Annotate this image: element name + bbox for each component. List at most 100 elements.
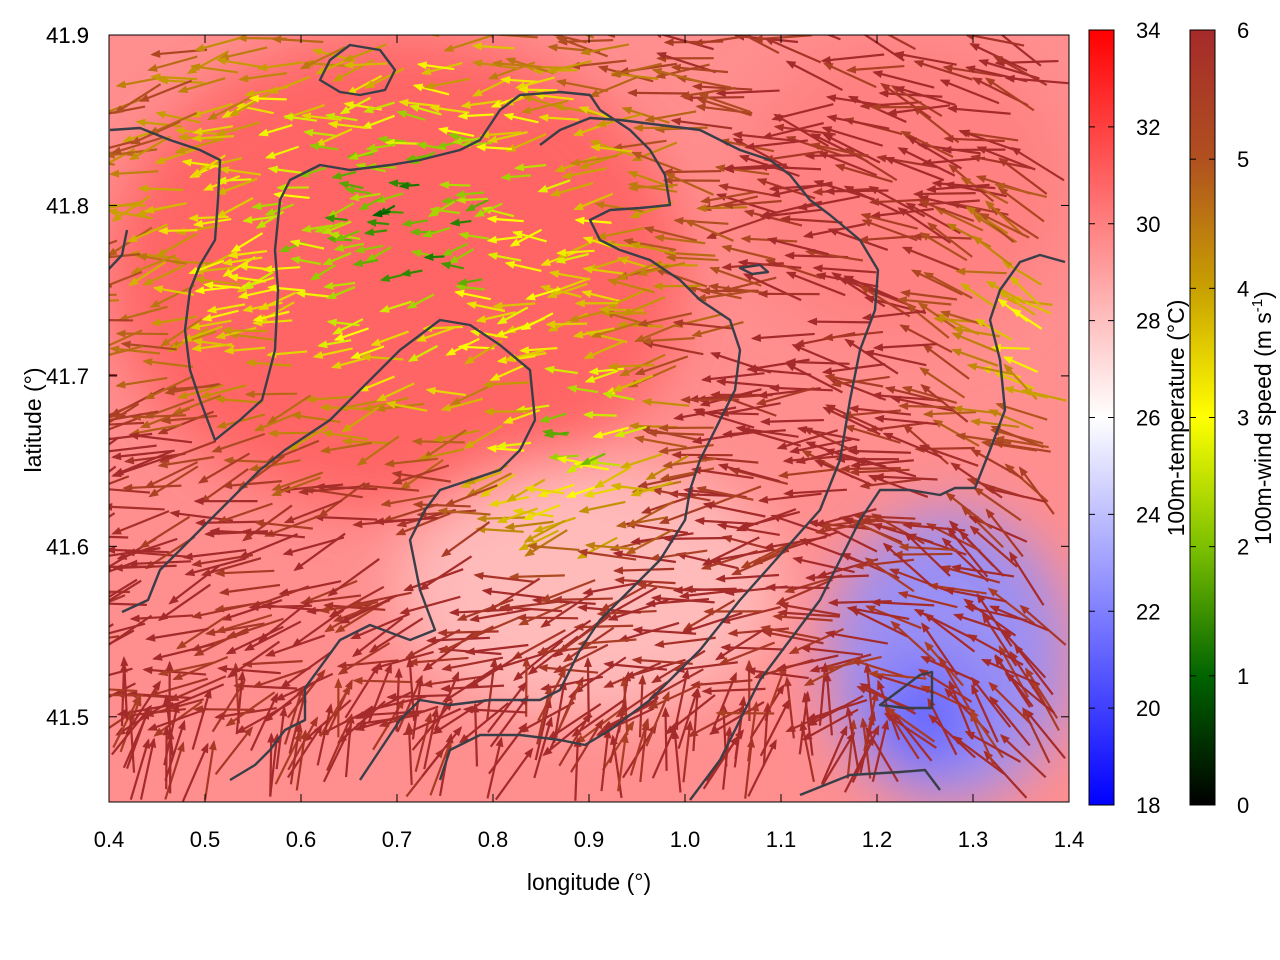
wind-arrow-head xyxy=(890,620,901,631)
wind-arrow xyxy=(418,555,473,591)
wind-arrow xyxy=(665,253,719,262)
wind-arrow-head xyxy=(89,436,99,444)
wind-arrow-shaft xyxy=(627,500,675,528)
wind-arrow-head xyxy=(410,249,422,258)
wind-arrow-head xyxy=(221,481,233,490)
wind-arrow xyxy=(492,301,536,310)
wind-arrow-head xyxy=(398,181,409,190)
wind-arrow-head xyxy=(628,422,639,431)
wind-arrow-head xyxy=(631,656,642,665)
wind-arrow-shaft xyxy=(164,742,185,800)
wind-arrow xyxy=(928,714,976,759)
wind-arrow-head xyxy=(616,272,627,280)
wind-arrow-shaft xyxy=(467,472,512,497)
wind-arrow-head xyxy=(59,640,69,648)
wind-arrow xyxy=(806,694,864,727)
wind-arrow xyxy=(716,522,780,537)
wind-arrow-head xyxy=(248,603,259,612)
contour-line xyxy=(738,263,770,276)
wind-arrow-shaft xyxy=(442,684,505,691)
wind-arrow xyxy=(109,444,157,453)
wind-arrow-shaft xyxy=(423,708,438,770)
wind-arrow-shaft xyxy=(966,206,1009,235)
wind-arrow-shaft xyxy=(380,705,439,727)
wind-arrow-head xyxy=(959,282,971,292)
wind-arrow xyxy=(607,362,655,371)
wind-arrow xyxy=(440,261,465,270)
wind-arrow xyxy=(882,542,932,586)
wind-arrow xyxy=(824,630,888,645)
wind-arrow-head xyxy=(670,63,681,72)
wind-arrow-head xyxy=(662,460,673,469)
x-tick-label: 0.9 xyxy=(574,827,605,852)
wind-arrow-head xyxy=(164,387,175,396)
wind-arrow-head xyxy=(742,273,754,282)
wind-arrow-head xyxy=(708,726,720,735)
wind-arrow xyxy=(193,276,240,286)
wind-arrow xyxy=(221,98,258,119)
wind-arrow-head xyxy=(544,684,553,696)
wind-arrow-shaft xyxy=(969,515,1028,543)
wind-arrow-shaft xyxy=(396,512,451,536)
wind-arrow-shaft xyxy=(674,587,737,592)
wind-arrow-head xyxy=(1018,466,1028,477)
wind-arrow-head xyxy=(236,35,247,43)
wind-arrow-head xyxy=(1004,463,1015,474)
wind-arrow xyxy=(157,76,205,85)
wind-arrow xyxy=(243,620,302,651)
wind-arrow-head xyxy=(308,142,320,151)
wind-arrow xyxy=(351,617,404,658)
wind-arrow-head xyxy=(437,507,448,516)
wind-arrow-head xyxy=(745,667,756,676)
wind-arrow xyxy=(157,455,215,469)
wind-arrow-shaft xyxy=(635,436,688,449)
wind-arrow xyxy=(523,485,565,495)
wind-arrow xyxy=(760,625,820,640)
wind-arrow-head xyxy=(750,333,762,342)
wind-arrow-shaft xyxy=(273,37,324,44)
wind-arrow-shaft xyxy=(720,402,781,416)
wind-arrow-shaft xyxy=(844,275,903,303)
wind-arrow-head xyxy=(944,687,955,698)
wind-arrow-shaft xyxy=(177,616,226,650)
wind-arrow-shaft xyxy=(325,600,376,633)
wind-arrow-head xyxy=(671,728,680,740)
wind-arrow-head xyxy=(85,255,95,263)
wind-arrow-head xyxy=(703,607,714,616)
wind-arrow-head xyxy=(761,629,773,638)
wind-arrow-shaft xyxy=(519,701,575,733)
wind-arrow-head xyxy=(74,316,84,324)
wind-arrow xyxy=(155,232,198,257)
wind-arrow-head xyxy=(872,343,884,352)
wind-arrow xyxy=(111,195,151,222)
wind-arrow-head xyxy=(884,157,895,165)
wind-arrow-head xyxy=(437,126,449,135)
wind-arrow-shaft xyxy=(258,601,309,642)
wind-arrow xyxy=(227,250,268,259)
wind-arrow-shaft xyxy=(538,645,598,654)
wind-arrow-shaft xyxy=(785,678,795,739)
wind-arrow xyxy=(358,196,384,211)
wind-arrow-shaft xyxy=(208,95,253,121)
wind-arrow-head xyxy=(643,226,655,234)
wind-arrow xyxy=(324,600,376,633)
wind-arrow-shaft xyxy=(411,701,453,751)
wind-arrow-head xyxy=(678,591,690,600)
wind-arrow-shaft xyxy=(354,679,413,684)
wind-arrow-shaft xyxy=(970,712,995,767)
wind-arrow-head xyxy=(495,441,507,450)
wind-arrow-head xyxy=(138,94,150,102)
wind-arrow-head xyxy=(157,612,169,622)
wind-arrow-head xyxy=(948,520,959,531)
wind-arrow-head xyxy=(489,657,498,668)
wind-arrow-head xyxy=(418,581,430,591)
wind-arrow-head xyxy=(880,82,891,92)
wind-arrow xyxy=(174,138,221,154)
wind-arrow xyxy=(244,390,298,399)
wind-arrow-head xyxy=(421,679,433,688)
wind-arrow-head xyxy=(721,262,732,271)
wind-arrow-head xyxy=(496,356,508,365)
wind-arrow xyxy=(671,728,682,793)
wind-arrow-head xyxy=(963,598,974,608)
wind-arrow-head xyxy=(757,390,768,399)
